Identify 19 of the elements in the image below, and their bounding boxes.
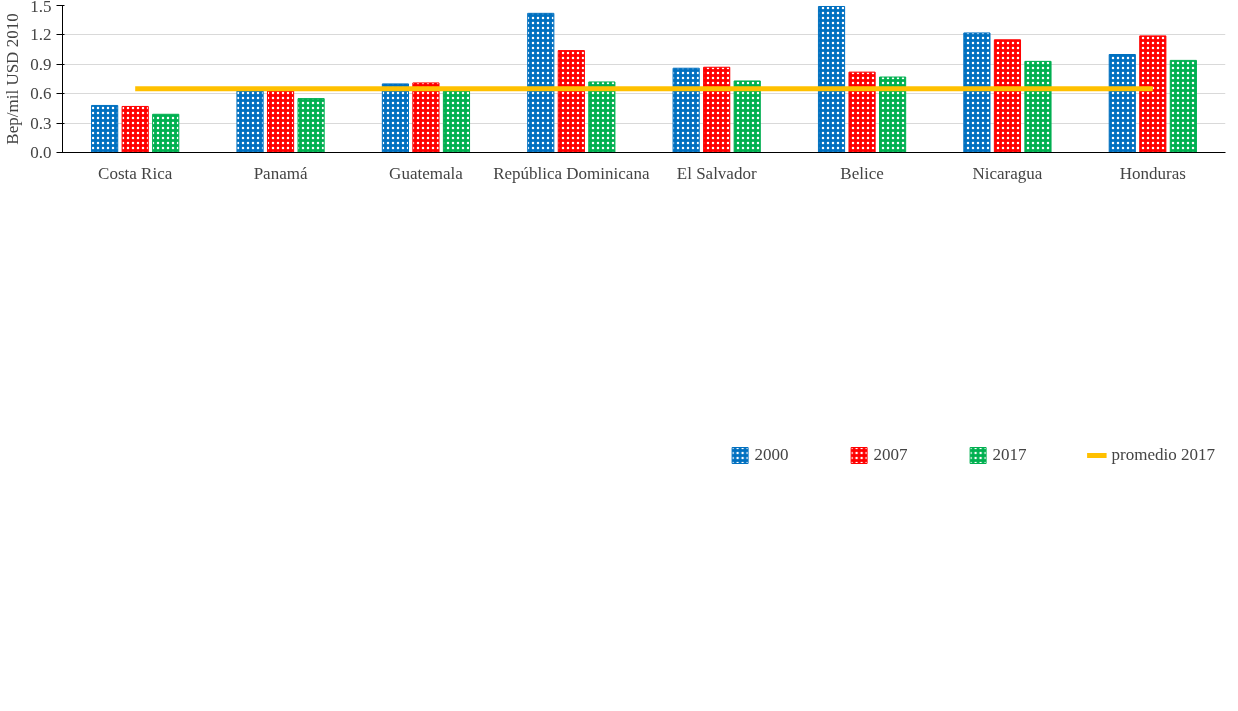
x-tick-label: Panamá [253, 163, 308, 183]
x-tick-label: El Salvador [676, 163, 757, 183]
legend-label: 2007 [873, 445, 908, 465]
x-tick-label: Nicaragua [972, 163, 1043, 183]
y-tick-label: 0.6 [30, 84, 52, 104]
x-tick-label: Guatemala [389, 163, 464, 183]
y-tick-label: 0.0 [30, 143, 52, 162]
legend-label: promedio 2017 [1111, 445, 1215, 465]
legend-label: 2000 [754, 445, 789, 465]
x-tick-label: Belice [840, 163, 884, 183]
x-tick-label: Honduras [1119, 163, 1186, 183]
legend-label: 2017 [992, 445, 1027, 465]
x-tick-label: Costa Rica [98, 163, 173, 183]
y-tick-label: 1.2 [30, 25, 52, 45]
x-tick-label: República Dominicana [493, 163, 650, 183]
y-tick-label: 0.3 [30, 113, 52, 133]
y-tick-label: 0.9 [30, 54, 52, 74]
y-axis-title: Bep/mil USD 2010 [3, 13, 23, 145]
y-tick-label: 1.5 [30, 0, 52, 16]
